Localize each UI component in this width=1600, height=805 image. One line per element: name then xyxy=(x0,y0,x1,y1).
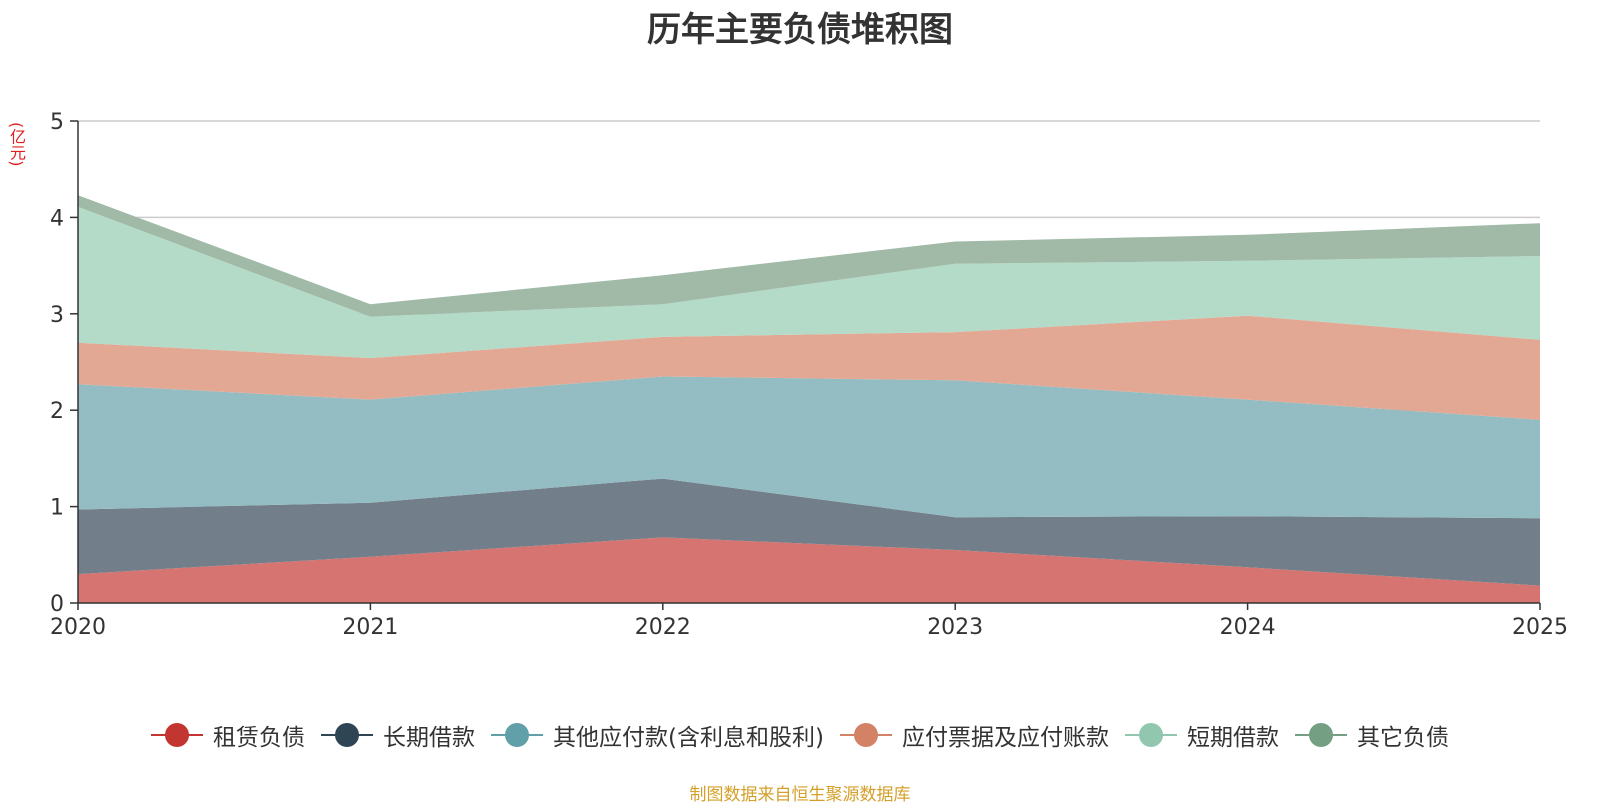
legend-marker xyxy=(1124,723,1177,747)
area-4 xyxy=(78,315,1540,420)
y-tick-label: 1 xyxy=(50,496,64,521)
chart-title: 历年主要负债堆积图 xyxy=(647,10,953,50)
y-tick-label: 0 xyxy=(50,592,64,617)
legend-label: 租赁负债 xyxy=(213,725,306,751)
legend-item-6[interactable]: 其它负债 xyxy=(1294,718,1449,752)
axes: 0 1 2 3 4 5 2020 2021 2022 2023 2024 2025 xyxy=(50,110,1568,640)
legend-item-3[interactable]: 其他应付款(含利息和股利) xyxy=(491,718,824,752)
area-series xyxy=(78,195,1540,603)
legend-item-5[interactable]: 短期借款 xyxy=(1124,718,1279,752)
x-tick-label: 2023 xyxy=(927,615,983,640)
x-tick-label: 2021 xyxy=(342,615,398,640)
legend-marker xyxy=(839,723,892,747)
legend-item-4[interactable]: 应付票据及应付账款 xyxy=(839,718,1109,752)
legend-marker xyxy=(321,723,374,747)
legend-label: 应付票据及应付账款 xyxy=(901,725,1109,751)
x-tick-label: 2020 xyxy=(50,615,106,640)
y-axis-unit-label: (亿元) xyxy=(7,122,26,167)
y-tick-label: 5 xyxy=(50,110,64,135)
y-tick-label: 4 xyxy=(50,206,64,231)
area-5 xyxy=(78,206,1540,359)
x-tick-label: 2022 xyxy=(635,615,691,640)
legend-item-2[interactable]: 长期借款 xyxy=(321,718,475,752)
legend-marker xyxy=(491,723,544,747)
legend-label: 其它负债 xyxy=(1356,725,1449,751)
legend-marker xyxy=(1294,723,1347,747)
data-source-note: 制图数据来自恒生聚源数据库 xyxy=(689,785,911,805)
legend-marker xyxy=(151,723,204,747)
x-tick-label: 2024 xyxy=(1220,615,1276,640)
area-1 xyxy=(78,537,1540,603)
area-3 xyxy=(78,376,1540,519)
legend-label: 短期借款 xyxy=(1186,725,1279,751)
legend-label: 其他应付款(含利息和股利) xyxy=(553,725,824,751)
legend-item-1[interactable]: 租赁负债 xyxy=(151,718,305,752)
area-2 xyxy=(78,478,1540,586)
legend-label: 长期借款 xyxy=(383,725,476,751)
legend: 租赁负债 长期借款 其他应付款(含利息和股利) 应付票据及应付账款 短期借款 其它负债 xyxy=(0,718,1600,752)
area-6 xyxy=(78,195,1540,317)
y-tick-label: 2 xyxy=(50,399,64,424)
x-tick-label: 2025 xyxy=(1512,615,1568,640)
y-tick-label: 3 xyxy=(50,303,64,328)
